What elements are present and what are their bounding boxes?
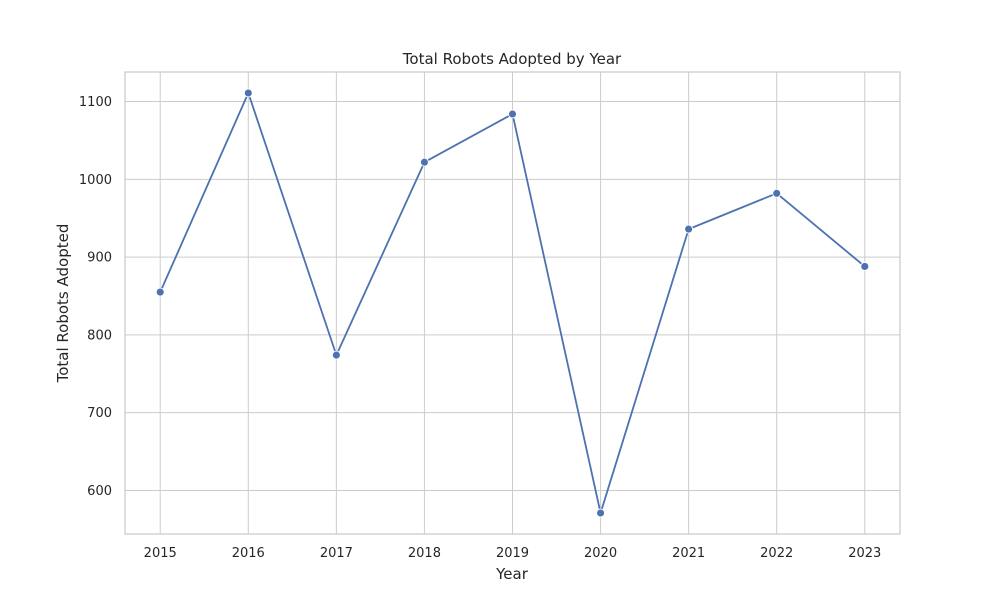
data-point <box>772 188 782 198</box>
y-tick-label: 900 <box>87 251 112 266</box>
x-tick-label: 2022 <box>760 546 793 561</box>
y-tick-label: 700 <box>87 406 112 421</box>
data-point <box>243 88 253 98</box>
x-tick-label: 2023 <box>848 546 881 561</box>
x-axis-label: Year <box>495 565 529 583</box>
data-point <box>419 157 429 167</box>
x-tick-label: 2019 <box>496 546 529 561</box>
x-tick-label: 2017 <box>320 546 353 561</box>
chart-title: Total Robots Adopted by Year <box>402 50 622 68</box>
y-axis: 600 700 800 900 1000 1100 <box>79 95 112 499</box>
y-tick-label: 1100 <box>79 95 112 110</box>
x-tick-label: 2018 <box>408 546 441 561</box>
y-axis-label: Total Robots Adopted <box>54 224 72 384</box>
data-point <box>684 224 694 234</box>
data-point <box>508 109 517 119</box>
x-tick-label: 2015 <box>144 546 177 561</box>
y-tick-label: 1000 <box>79 173 112 188</box>
data-point <box>860 261 870 271</box>
y-tick-label: 800 <box>87 328 112 343</box>
data-point <box>596 508 606 518</box>
x-axis: 2015 2016 2017 2018 2019 2020 2021 2022 2023 <box>144 546 882 561</box>
x-tick-label: 2020 <box>584 546 617 561</box>
plot-frame <box>124 71 901 535</box>
series-group <box>155 88 870 518</box>
x-tick-label: 2021 <box>672 546 705 561</box>
grid-lines <box>125 72 900 534</box>
data-point <box>155 287 165 297</box>
y-tick-label: 600 <box>87 484 112 499</box>
x-tick-label: 2016 <box>232 546 265 561</box>
data-point <box>331 350 341 360</box>
